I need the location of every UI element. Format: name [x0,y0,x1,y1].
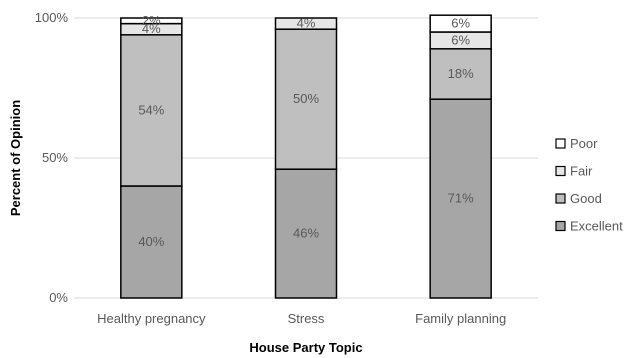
legend-label: Excellent [570,219,623,234]
data-label: 18% [448,66,474,81]
y-tick-label: 100% [35,10,69,25]
legend-swatch [555,138,566,149]
data-label: 6% [451,16,470,31]
x-tick-label: Stress [288,311,325,326]
x-tick-label: Healthy pregnancy [97,311,206,326]
legend: Poor Fair Good Excellent [555,136,623,234]
bar-segment-poor [429,14,492,33]
y-axis-title: Percent of Opinion [8,100,23,216]
x-tick-label: Family planning [415,311,506,326]
bar-segment-fair [274,17,338,30]
y-tick-label: 50% [42,150,68,165]
legend-swatch [555,220,566,232]
bar-segment-excellent [120,185,183,299]
legend-label: Fair [570,164,593,179]
data-label: 50% [293,91,319,106]
x-axis-title: House Party Topic [249,340,362,355]
bar-segment-good [274,28,338,170]
data-label: 6% [451,32,470,47]
data-label: 4% [297,16,316,31]
legend-label: Good [570,191,602,206]
legend-swatch [555,165,566,177]
data-label: 2% [142,13,161,28]
bars [120,14,492,299]
legend-label: Poor [570,136,598,151]
x-axis-categories: Healthy pregnancy Stress Family planning [97,311,506,326]
y-axis-ticks: 0% 50% 100% [35,10,69,305]
y-tick-label: 0% [49,290,68,305]
data-label: 40% [138,234,164,249]
legend-swatch [555,193,566,204]
bar-segment-poor [120,17,183,25]
data-labels: 40%54%4%2%46%50%4%71%18%6%6% [138,13,474,249]
bar-segment-excellent [429,98,492,299]
data-label: 46% [293,226,319,241]
data-label: 54% [138,102,164,117]
data-label: 71% [448,191,474,206]
data-label: 4% [142,21,161,36]
bar-segment-excellent [274,168,338,299]
